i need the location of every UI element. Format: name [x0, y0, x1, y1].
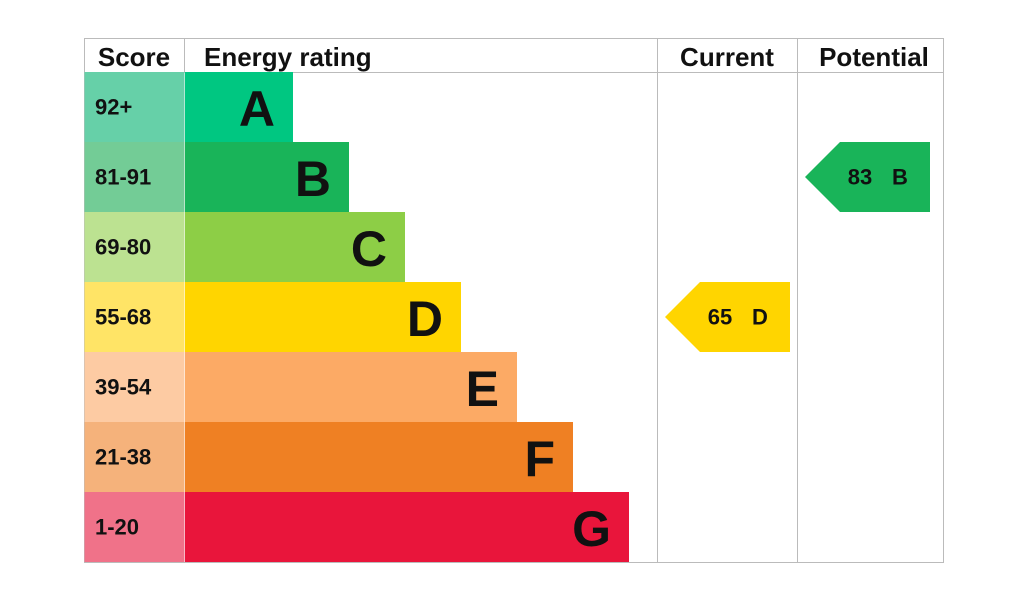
- rating-letter: G: [572, 501, 611, 557]
- score-cell: [84, 72, 185, 142]
- rating-bar: [185, 422, 573, 492]
- rating-bar: [185, 72, 293, 142]
- score-range: 81-91: [95, 165, 151, 190]
- potential-rating: B: [892, 165, 908, 190]
- rating-bar: [185, 282, 461, 352]
- header-energy-rating: Energy rating: [204, 42, 372, 72]
- score-range: 92+: [95, 95, 132, 120]
- current-score: 65: [708, 305, 732, 330]
- score-cell: [84, 282, 185, 352]
- potential-arrow: [805, 142, 930, 212]
- score-range: 69-80: [95, 235, 151, 260]
- score-range: 39-54: [95, 375, 152, 400]
- header-score: Score: [98, 42, 170, 72]
- rating-letter: B: [295, 151, 331, 207]
- score-range: 55-68: [95, 305, 151, 330]
- rating-bar: [185, 212, 405, 282]
- header-potential: Potential: [819, 42, 929, 72]
- rating-letter: F: [524, 431, 555, 487]
- header-current: Current: [680, 42, 774, 72]
- current-rating: D: [752, 305, 768, 330]
- score-range: 1-20: [95, 515, 139, 540]
- score-range: 21-38: [95, 445, 151, 470]
- potential-score: 83: [848, 165, 872, 190]
- score-cell: [84, 422, 185, 492]
- rating-bar: [185, 142, 349, 212]
- score-cell: [84, 492, 185, 562]
- rating-bar: [185, 352, 517, 422]
- rating-letter: E: [466, 361, 499, 417]
- score-cell: [84, 352, 185, 422]
- score-cell: [84, 212, 185, 282]
- rating-bar: [185, 492, 629, 562]
- rating-letter: A: [239, 81, 275, 137]
- score-cell: [84, 142, 185, 212]
- rating-letter: C: [351, 221, 387, 277]
- current-arrow: [665, 282, 790, 352]
- rating-letter: D: [407, 291, 443, 347]
